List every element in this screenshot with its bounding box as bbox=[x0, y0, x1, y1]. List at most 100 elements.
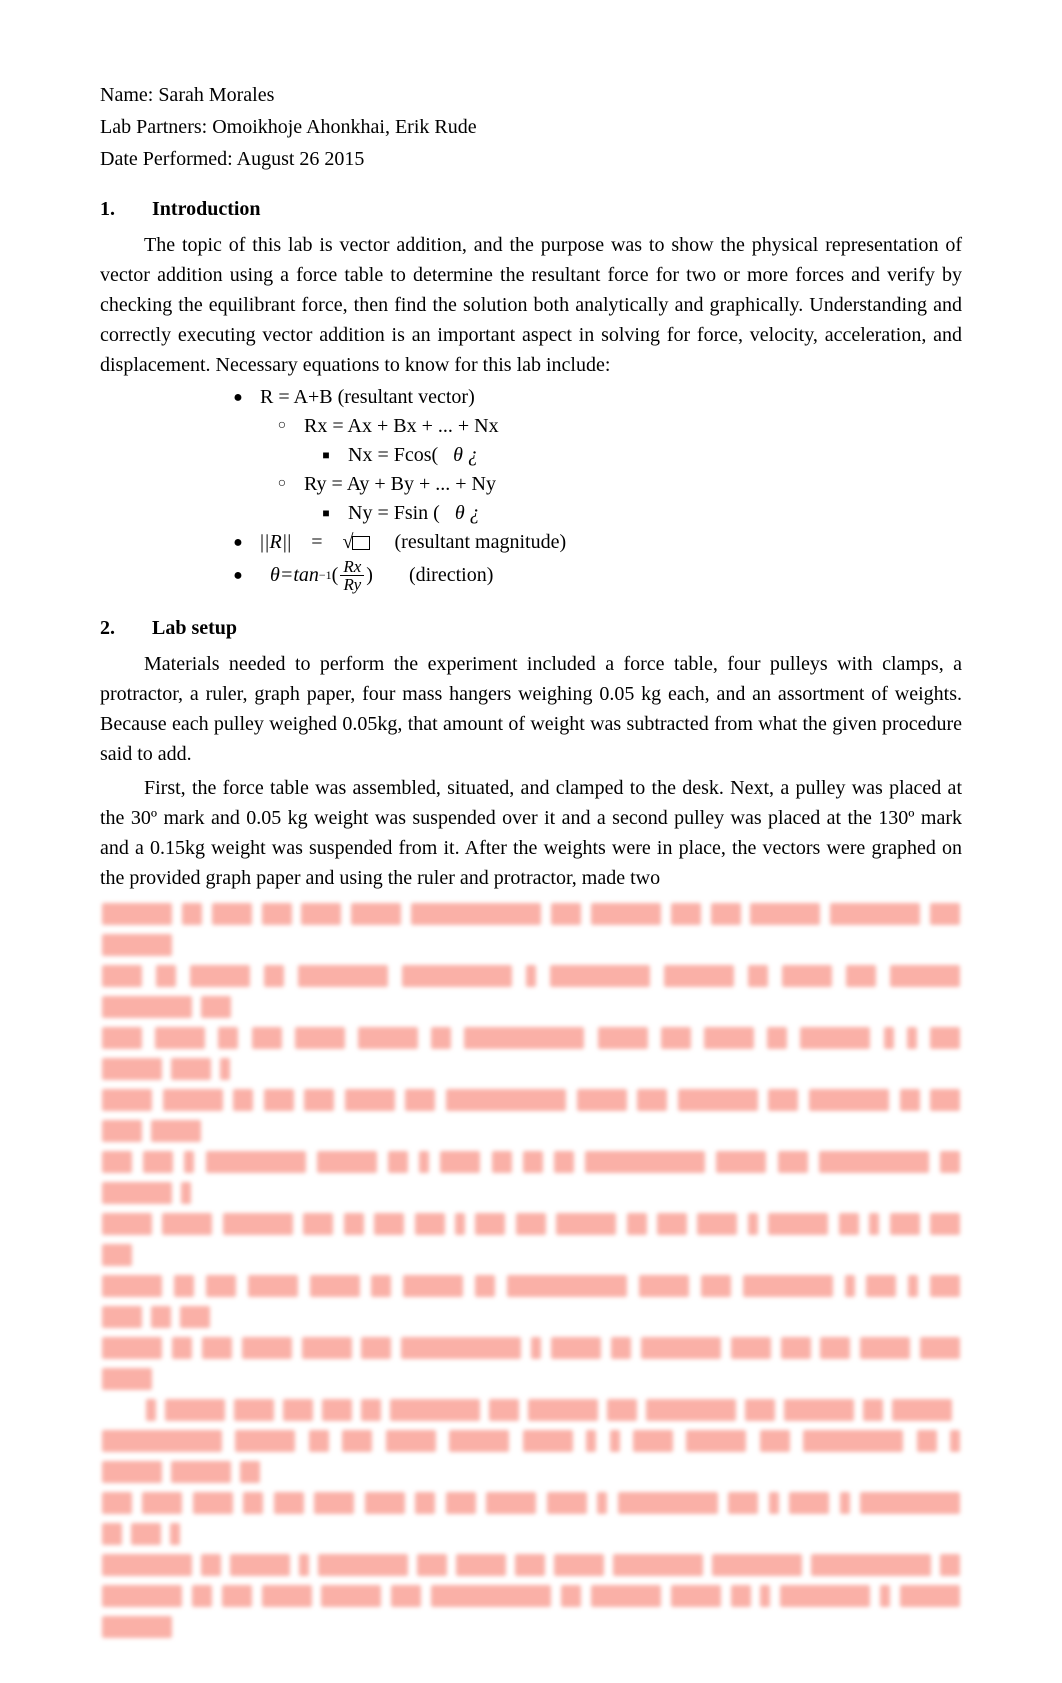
obscured-word: xxx bbox=[866, 1275, 896, 1297]
obscured-word: xx bbox=[344, 1213, 364, 1235]
obscured-word: xx bbox=[361, 1399, 381, 1421]
obscured-word: xxxxx bbox=[162, 1213, 212, 1235]
obscured-word: xxxxxxxx bbox=[809, 1089, 889, 1111]
obscured-word: xxx bbox=[252, 1027, 282, 1049]
obscured-word: xxxxxx bbox=[165, 1399, 225, 1421]
obscured-word: xxxxxxx bbox=[528, 1399, 598, 1421]
obscured-word: xxx bbox=[820, 1337, 850, 1359]
obscured-word: xxxx bbox=[234, 1399, 274, 1421]
obscured-word: xxxxxxxxx bbox=[830, 903, 920, 925]
obscured-line: xxx xxx x xxxxxxxxxx xxxxxx xx x xxxx xx… bbox=[100, 1147, 962, 1209]
obscured-word: x bbox=[586, 1430, 596, 1452]
eq-ny-text: Ny = Fsin ( θ ¿ bbox=[348, 500, 480, 527]
obscured-line: xxxxxx xx xxx xxxxx xxxxx xx xxxxxx xx x… bbox=[100, 1271, 962, 1333]
obscured-line: xxxxxxxxx xx xxxxxx x xxxxxxxxx xxx xxxx… bbox=[100, 1550, 962, 1581]
obscured-word: x bbox=[299, 1554, 309, 1576]
obscured-word: xxx bbox=[391, 1585, 421, 1607]
bullet-icon: ○ bbox=[274, 417, 290, 436]
obscured-word: x bbox=[950, 1430, 960, 1452]
obscured-word: xxx bbox=[930, 1027, 960, 1049]
obscured-word: x bbox=[769, 1492, 779, 1514]
obscured-word: xxxxxxxxxxxx bbox=[811, 1554, 931, 1576]
section-2-title: Lab setup bbox=[152, 613, 237, 643]
setup-paragraph-1: Materials needed to perform the experime… bbox=[100, 649, 962, 769]
eq-dir-tan: tan bbox=[293, 562, 319, 589]
bullet-icon: ■ bbox=[318, 505, 334, 521]
obscured-word: xxx bbox=[303, 1213, 333, 1235]
eq-ny-pre: Ny = Fsin ( bbox=[348, 502, 440, 524]
obscured-word: xx bbox=[627, 1213, 647, 1235]
eq-theta: θ ¿ bbox=[453, 444, 478, 466]
obscured-word: xxxxx bbox=[523, 1430, 573, 1452]
obscured-word: xxx bbox=[102, 1151, 132, 1173]
obscured-word: xxx bbox=[264, 1089, 294, 1111]
obscured-word: xxxxxx bbox=[900, 1585, 960, 1607]
obscured-word: xxxx bbox=[633, 1430, 673, 1452]
obscured-word: xxxxxxxxx bbox=[390, 1399, 480, 1421]
obscured-word: xx bbox=[523, 1151, 543, 1173]
obscured-word: xx bbox=[218, 1027, 238, 1049]
obscured-word: xxxxxxx bbox=[664, 965, 734, 987]
obscured-word: xxxxx bbox=[782, 965, 832, 987]
eq-dir-exp: −1 bbox=[319, 567, 332, 583]
obscured-word: xxxxx bbox=[486, 1492, 536, 1514]
obscured-line: xxxx xxxxx xx xxx xxxxx xxxxxx xx xxxxxx… bbox=[100, 1023, 962, 1085]
obscured-word: xxxxxxxxx bbox=[646, 1399, 736, 1421]
obscured-word: xxxxxx bbox=[768, 1213, 828, 1235]
eq-dir-label: (direction) bbox=[409, 562, 493, 589]
obscured-word: xxxxxx bbox=[449, 1430, 509, 1452]
obscured-word: xxx bbox=[930, 1213, 960, 1235]
obscured-word: xxxxxxx bbox=[800, 1027, 870, 1049]
obscured-word: xxx bbox=[342, 1430, 372, 1452]
obscured-word: xxxxxxx bbox=[750, 903, 820, 925]
obscured-word: xxxx bbox=[102, 1027, 142, 1049]
obscured-word: xxxxx bbox=[310, 1275, 360, 1297]
section-2-heading: 2. Lab setup bbox=[100, 613, 962, 643]
obscured-word: xx bbox=[839, 1213, 859, 1235]
obscured-word: x bbox=[610, 1430, 620, 1452]
obscured-word: xxxxxx bbox=[171, 1461, 231, 1483]
obscured-word: xxxxx bbox=[671, 1585, 721, 1607]
eq-magnitude: ● ||R|| = √ (resultant magnitude) bbox=[230, 529, 962, 556]
obscured-word: xxxx bbox=[697, 1213, 737, 1235]
obscured-word: xxxxxxxx bbox=[678, 1089, 758, 1111]
bullet-icon: ● bbox=[230, 565, 246, 587]
obscured-word: xxxxx bbox=[716, 1151, 766, 1173]
obscured-word: xxxxxx bbox=[190, 965, 250, 987]
eq-mag-lhs: |R| bbox=[264, 531, 287, 553]
eq-mag-eq: = bbox=[311, 531, 322, 553]
obscured-word: xxxxxxxxxx bbox=[206, 1151, 306, 1173]
obscured-word: xxxxxxxxxx bbox=[618, 1492, 718, 1514]
obscured-word: xxxxxxxxxxx bbox=[819, 1151, 929, 1173]
obscured-word: xx bbox=[767, 1027, 787, 1049]
obscured-word: xx bbox=[233, 1089, 253, 1111]
obscured-word: xx bbox=[309, 1430, 329, 1452]
obscured-word: xx bbox=[182, 903, 202, 925]
obscured-word: xx bbox=[371, 1275, 391, 1297]
obscured-word: xxx bbox=[417, 1554, 447, 1576]
obscured-word: x bbox=[748, 1213, 758, 1235]
obscured-word: x bbox=[597, 1492, 607, 1514]
intro-paragraph: The topic of this lab is vector addition… bbox=[100, 230, 962, 380]
obscured-word: x bbox=[146, 1399, 156, 1421]
obscured-word: xx bbox=[554, 1151, 574, 1173]
obscured-word: xxxxxxxxxxxxx bbox=[411, 903, 541, 925]
obscured-word: xx bbox=[240, 1461, 260, 1483]
obscured-word: xx bbox=[415, 1492, 435, 1514]
section-1-heading: 1. Introduction bbox=[100, 194, 962, 224]
obscured-word: xxx bbox=[489, 1399, 519, 1421]
eq-dir-rp: ) bbox=[366, 562, 373, 589]
obscured-word: xxx bbox=[304, 1089, 334, 1111]
obscured-word: xxx bbox=[361, 1337, 391, 1359]
obscured-word: xxxx bbox=[102, 965, 142, 987]
name-label: Name: bbox=[100, 84, 158, 106]
obscured-word: xxx bbox=[446, 1492, 476, 1514]
obscured-line: xxxxxx xx xxx xxxxx xxxxx xxx xxxxxxxxxx… bbox=[100, 1333, 962, 1395]
obscured-word: xxx bbox=[930, 1089, 960, 1111]
obscured-word: xxxxxxxxx bbox=[102, 1554, 192, 1576]
obscured-word: xxxxxxxxx bbox=[780, 1585, 870, 1607]
obscured-word: xxx bbox=[202, 1337, 232, 1359]
obscured-word: xxx bbox=[846, 965, 876, 987]
obscured-word: xxxx bbox=[193, 1492, 233, 1514]
eq-dir-den: Ry bbox=[341, 576, 365, 593]
